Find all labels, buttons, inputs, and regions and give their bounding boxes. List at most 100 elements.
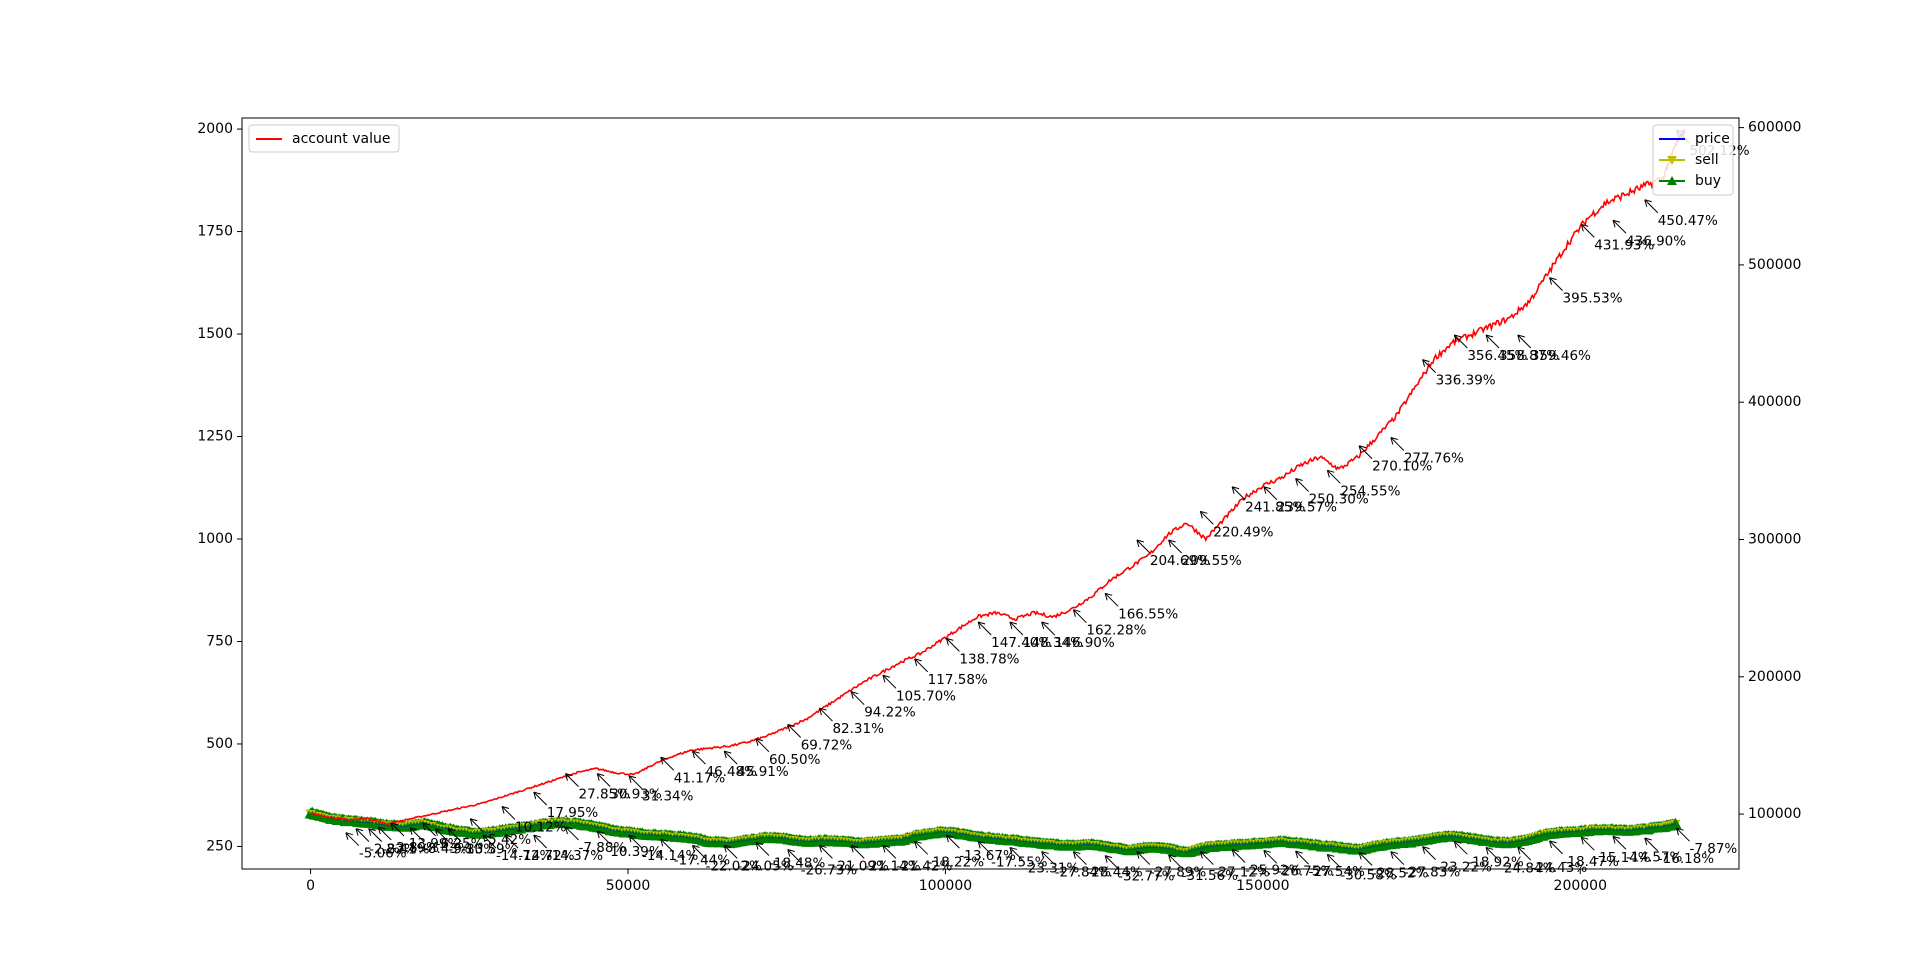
annotation-arrow-shaft bbox=[787, 724, 802, 738]
annotation: 60.50% bbox=[755, 738, 821, 768]
legend-left: account value bbox=[248, 124, 400, 153]
annotation-arrow-shaft bbox=[565, 826, 579, 841]
annotation-arrow-shaft bbox=[447, 828, 462, 842]
x-tick-label: 150000 bbox=[1236, 878, 1289, 894]
annotation-arrow-head bbox=[818, 844, 827, 853]
annotation-arrow-shaft bbox=[946, 638, 960, 652]
annotation: -21.09% bbox=[818, 844, 889, 874]
annotation-label: 241.85% bbox=[1245, 500, 1305, 516]
annotation-label: 431.93% bbox=[1594, 237, 1654, 253]
annotation: 162.28% bbox=[1072, 609, 1147, 639]
annotation-arrow-head bbox=[565, 773, 573, 781]
annotation-label: -14.72% bbox=[496, 848, 553, 864]
annotation-label: 270.10% bbox=[1372, 459, 1432, 475]
price-line-layer bbox=[310, 811, 1676, 853]
annotation-arrow-head bbox=[787, 723, 795, 732]
annotation-label: -25.92% bbox=[1245, 863, 1302, 879]
annotation-label: 10.39% bbox=[610, 844, 662, 860]
annotation-label: -13.67% bbox=[959, 848, 1016, 864]
annotation-arrow-head bbox=[434, 828, 443, 836]
y-left-tick-label: 1000 bbox=[197, 531, 233, 547]
annotation-arrow-head bbox=[882, 674, 891, 683]
annotation-arrow-shaft bbox=[482, 834, 497, 849]
annotation-arrow-shaft bbox=[1295, 850, 1309, 865]
annotation-label: -26.73% bbox=[801, 863, 858, 879]
annotation-arrow-head bbox=[660, 838, 668, 847]
annotation-arrow-head bbox=[1485, 334, 1494, 343]
annotation-label: -23.31% bbox=[1023, 860, 1080, 876]
annotation-arrow-head bbox=[1422, 846, 1430, 854]
annotation-arrow-head bbox=[1295, 478, 1303, 486]
annotation: 209.55% bbox=[1168, 539, 1242, 569]
annotation-arrow-head bbox=[596, 773, 605, 781]
annotation-arrow-head bbox=[628, 775, 637, 783]
annotation: -7.87% bbox=[1676, 827, 1738, 857]
annotation: -27.54% bbox=[1295, 850, 1365, 880]
annotation-arrow-head bbox=[1580, 223, 1589, 232]
annotation-arrow-head bbox=[1168, 539, 1176, 548]
annotation-label: 358.87% bbox=[1499, 348, 1559, 364]
annotation-label: -6.25% bbox=[436, 836, 484, 852]
annotation: -10.59% bbox=[447, 828, 518, 858]
annotation-arrow-head bbox=[692, 750, 700, 759]
y-right-tick-label: 300000 bbox=[1748, 531, 1801, 547]
annotation: -23.22% bbox=[1422, 846, 1493, 876]
legend-left-box bbox=[248, 124, 400, 153]
legend-right-box bbox=[1652, 124, 1734, 196]
annotation-label: -7.88% bbox=[579, 840, 627, 856]
annotation-arrow-shaft bbox=[1549, 840, 1563, 855]
annotation-arrow-shaft bbox=[882, 845, 897, 859]
annotation-label: 359.46% bbox=[1531, 348, 1591, 364]
annotation-label: -7.87% bbox=[1690, 841, 1738, 857]
annotation-arrow-shaft bbox=[1073, 851, 1087, 865]
annotation-label: 94.22% bbox=[864, 705, 916, 721]
annotation: -21.42% bbox=[882, 844, 953, 874]
annotation: 239.57% bbox=[1263, 486, 1337, 516]
annotation-arrow-head bbox=[533, 791, 541, 800]
annotation-arrow-head bbox=[1231, 486, 1240, 494]
annotation-arrow-shaft bbox=[1263, 486, 1278, 501]
annotation-arrow-shaft bbox=[1358, 445, 1373, 460]
annotation-arrow-head bbox=[882, 844, 891, 853]
annotation-arrow-head bbox=[914, 658, 922, 667]
annotation-arrow-head bbox=[660, 756, 668, 765]
annotation-arrow-shaft bbox=[914, 658, 929, 673]
annotation: -22.02% bbox=[692, 844, 762, 874]
annotation-arrow-head bbox=[469, 818, 478, 826]
annotation-arrow-head bbox=[1168, 854, 1176, 862]
annotation-label: -21.42% bbox=[896, 858, 953, 874]
annotation-label: -14.72% bbox=[518, 848, 575, 864]
annotation-arrow-shaft bbox=[1485, 334, 1500, 349]
annotation-arrow-shaft bbox=[660, 838, 675, 853]
annotation: 138.78% bbox=[945, 637, 1020, 667]
annotation-label: 10.12% bbox=[515, 819, 567, 835]
annotation: 431.93% bbox=[1580, 223, 1655, 253]
annotation-arrow-shaft bbox=[1612, 219, 1627, 234]
annotation-arrow-head bbox=[596, 830, 605, 839]
annotation: -25.92% bbox=[1231, 849, 1302, 879]
account-value-line-layer bbox=[310, 128, 1686, 825]
annotation-label: 436.90% bbox=[1626, 233, 1686, 249]
annotation-arrow-shaft bbox=[850, 691, 865, 706]
annotation-label: -23.22% bbox=[1436, 860, 1493, 876]
annotation: 359.46% bbox=[1517, 334, 1591, 364]
annotation-arrow-shaft bbox=[1009, 621, 1024, 636]
annotation: 10.39% bbox=[596, 830, 662, 860]
annotation: -24.84% bbox=[1485, 846, 1556, 876]
x-tick-label: 100000 bbox=[919, 878, 972, 894]
annotation-arrow-head bbox=[1644, 837, 1652, 846]
annotation-arrow-shaft bbox=[1453, 840, 1468, 855]
annotation-arrow-shaft bbox=[533, 791, 548, 806]
annotation-arrow-shaft bbox=[504, 834, 519, 849]
annotation: -13.67% bbox=[945, 834, 1016, 864]
annotation-label: -5.42% bbox=[483, 832, 531, 848]
annotation-label: 146.90% bbox=[1055, 635, 1115, 651]
annotation-arrow-shaft bbox=[755, 842, 770, 856]
annotation-arrow-head bbox=[533, 834, 541, 843]
annotation-arrow-shaft bbox=[368, 828, 383, 842]
annotation-arrow-head bbox=[1644, 199, 1652, 207]
buy-marker bbox=[1669, 817, 1682, 829]
annotation-arrow-head bbox=[377, 826, 386, 835]
annotation-label: -21.14% bbox=[864, 858, 921, 874]
annotation: -14.37% bbox=[533, 834, 603, 864]
